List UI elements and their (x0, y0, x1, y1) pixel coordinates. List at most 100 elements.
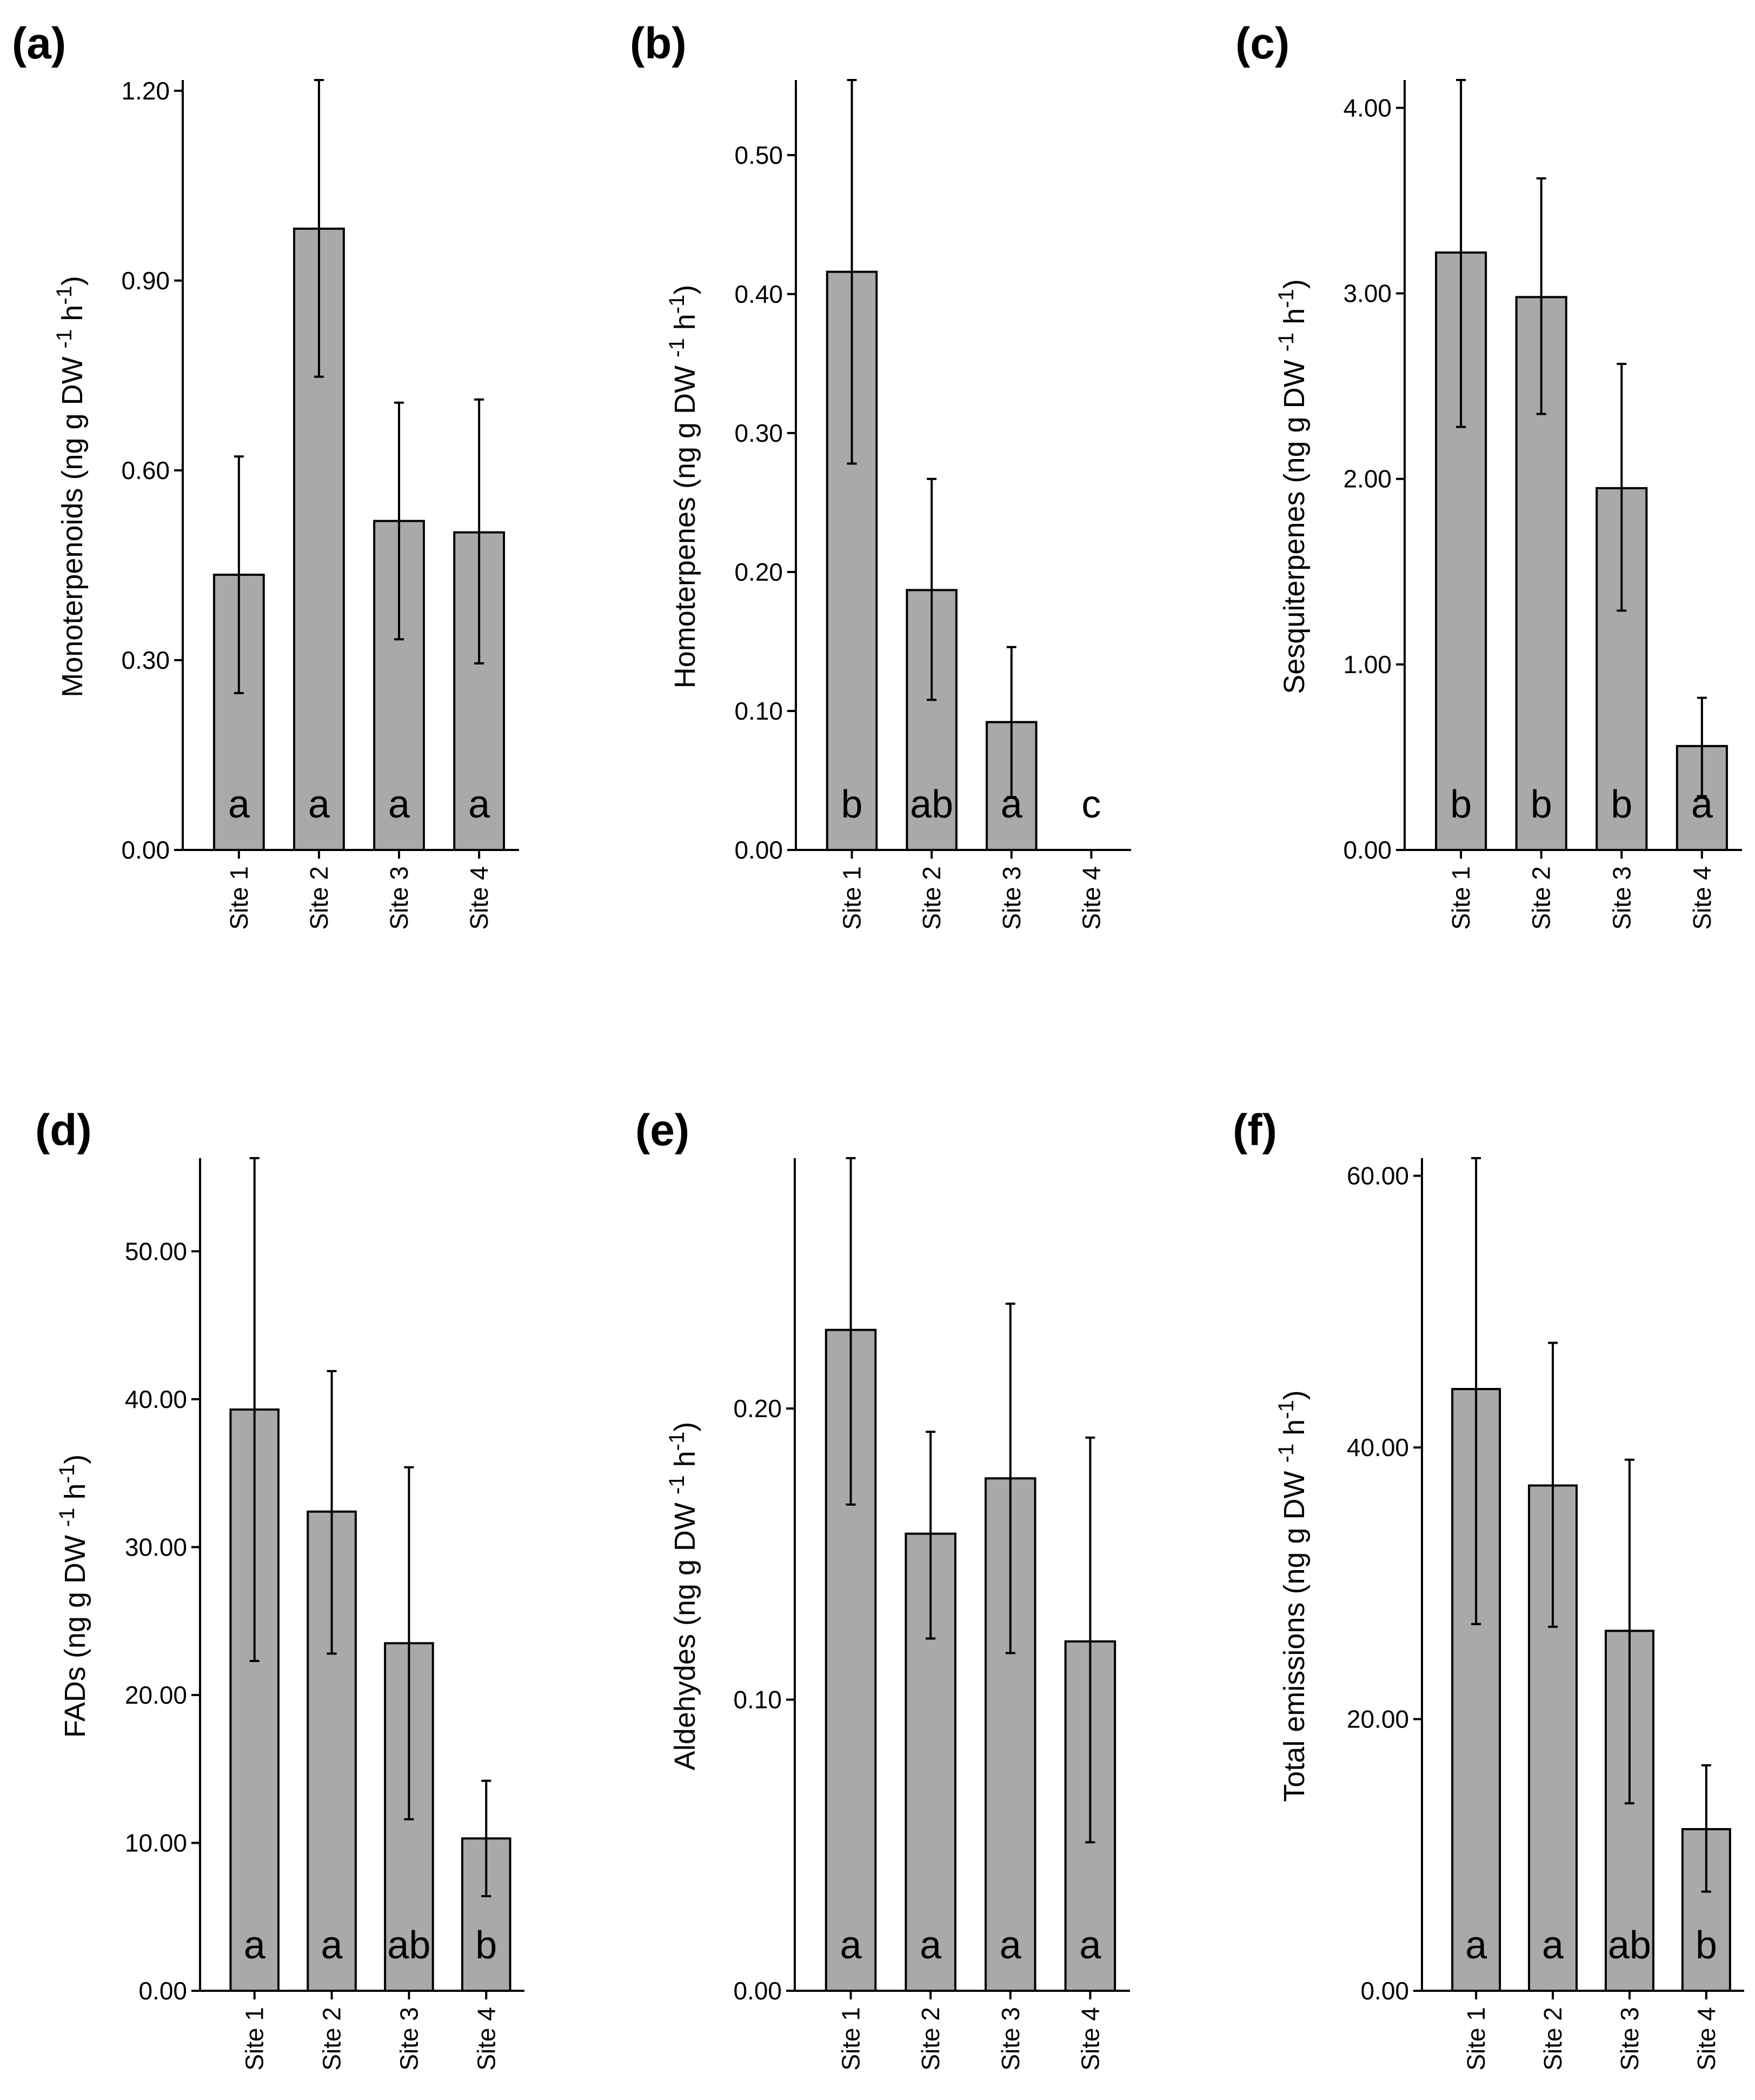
y-axis-title: Aldehydes (ng g DW -1 h-1) (665, 1422, 701, 1770)
y-axis-title-close: ) (1278, 1390, 1311, 1400)
y-axis-title: Homoterpenes (ng g DW -1 h-1) (665, 285, 701, 688)
y-axis-title-exp: -1 (55, 1464, 79, 1484)
y-axis-title-name: Monoterpenoids (ng g DW (56, 348, 89, 697)
y-axis-title-close: ) (1278, 279, 1311, 289)
y-tick-label: 40.00 (125, 1385, 187, 1413)
x-tick-label: Site 2 (918, 866, 946, 930)
y-tick-label: 30.00 (125, 1533, 187, 1561)
y-axis-title-exp: -1 (52, 285, 76, 305)
x-tick-label: Site 3 (1616, 2007, 1644, 2071)
y-axis-title-name: Sesquiterpenes (ng g DW (1278, 351, 1311, 694)
panel-label: (a) (12, 19, 66, 68)
bar (906, 589, 958, 851)
y-axis-title-unit: h (56, 305, 89, 329)
significance-letter: a (1079, 1924, 1101, 1967)
y-tick-label: 50.00 (125, 1237, 187, 1265)
y-axis-title-exp: -1 (665, 1475, 689, 1494)
x-tick-label: Site 4 (465, 866, 493, 930)
y-axis-title: Monoterpenoids (ng g DW -1 h-1) (52, 276, 89, 697)
y-tick-label: 3.00 (1343, 280, 1392, 308)
significance-letter: ab (910, 783, 953, 826)
x-tick-label: Site 2 (318, 2007, 346, 2071)
x-tick-label: Site 1 (241, 2007, 269, 2071)
significance-letter: b (1696, 1924, 1717, 1967)
x-tick-label: Site 1 (1462, 2007, 1490, 2071)
y-axis-title-exp: -1 (665, 1432, 689, 1451)
y-tick-label: 0.50 (734, 141, 783, 169)
x-tick-label: Site 4 (1076, 2007, 1104, 2071)
y-tick-label: 4.00 (1343, 94, 1392, 122)
y-tick-label: 2.00 (1343, 465, 1392, 493)
significance-letter: a (321, 1924, 343, 1967)
significance-letter: a (1000, 1924, 1022, 1967)
y-axis-title-unit: h (59, 1483, 91, 1507)
y-tick-label: 0.30 (121, 646, 170, 674)
x-tick-label: Site 3 (1607, 866, 1636, 930)
significance-letter: c (1081, 783, 1101, 826)
x-tick-label: Site 4 (1688, 866, 1716, 930)
x-tick-label: Site 4 (1692, 2007, 1720, 2071)
y-axis-title: FADs (ng g DW -1 h-1) (55, 1454, 91, 1738)
significance-letter: ab (1608, 1924, 1651, 1967)
y-axis-title-exp: -1 (1274, 333, 1298, 352)
y-axis-title-name: Aldehydes (ng g DW (669, 1494, 701, 1770)
panel-label: (d) (35, 1106, 92, 1155)
y-tick-label: 0.20 (734, 558, 783, 586)
y-axis-title-close: ) (669, 285, 701, 295)
significance-letter: a (840, 1924, 862, 1967)
y-tick-label: 20.00 (1347, 1705, 1409, 1733)
y-axis-title-unit: h (1278, 1419, 1311, 1444)
y-tick-label: 0.20 (733, 1394, 782, 1423)
y-axis-title-unit: h (669, 1451, 701, 1475)
y-axis-title-exp: -1 (52, 329, 76, 349)
y-axis-title-exp: -1 (665, 338, 689, 357)
x-tick-label: Site 1 (837, 2007, 865, 2071)
y-axis-title-exp: -1 (55, 1507, 79, 1527)
x-tick-label: Site 4 (472, 2007, 500, 2071)
x-tick-label: Site 2 (1527, 866, 1555, 930)
y-axis-title: Total emissions (ng g DW -1 h-1) (1274, 1390, 1311, 1802)
y-tick-label: 0.40 (734, 280, 783, 308)
significance-letter: b (1531, 783, 1552, 826)
x-tick-label: Site 3 (998, 866, 1026, 930)
chart-panel-3: (c) 0.00 1.00 2.00 3.00 4.00 Sesquiterpenes (n… (1235, 19, 1742, 930)
y-tick-label: 0.00 (138, 1977, 187, 2005)
significance-letter: b (1611, 783, 1632, 826)
significance-letter: b (841, 783, 863, 826)
y-tick-label: 0.30 (734, 419, 783, 447)
x-tick-label: Site 3 (996, 2007, 1025, 2071)
y-tick-label: 0.00 (733, 1977, 782, 2005)
y-tick-label: 0.60 (121, 456, 170, 484)
y-tick-label: 60.00 (1347, 1162, 1409, 1190)
significance-letter: a (1691, 783, 1713, 826)
y-axis-title-name: Homoterpenes (ng g DW (669, 357, 701, 688)
y-axis-title-exp: -1 (665, 295, 689, 314)
y-axis-title-exp: -1 (1274, 289, 1298, 308)
y-axis-title-exp: -1 (1274, 1400, 1298, 1419)
chart-panel-5: (e) 0.00 0.10 0.20 Aldehydes (ng g DW -1 h-1… (635, 1106, 1130, 2071)
y-axis-title-name: Total emissions (ng g DW (1278, 1463, 1311, 1802)
y-tick-label: 0.00 (121, 836, 170, 864)
y-axis-title-unit: h (1278, 308, 1311, 333)
y-tick-label: 0.00 (1343, 836, 1392, 864)
y-tick-label: 0.10 (734, 697, 783, 725)
panel-label: (b) (630, 19, 687, 68)
chart-panel-4: (d) 0.00 10.00 20.00 30.00 40.00 50.00 FADs (ng… (35, 1106, 524, 2071)
y-axis-title-unit: h (669, 314, 701, 338)
x-tick-label: Site 3 (395, 2007, 423, 2071)
x-tick-label: Site 2 (305, 866, 333, 930)
significance-letter: a (244, 1924, 266, 1967)
y-tick-label: 40.00 (1347, 1433, 1409, 1461)
y-tick-label: 0.00 (734, 836, 783, 864)
y-tick-label: 0.00 (1360, 1977, 1409, 2005)
y-axis-title: Sesquiterpenes (ng g DW -1 h-1) (1274, 279, 1311, 694)
significance-letter: a (308, 783, 330, 826)
significance-letter: b (475, 1924, 497, 1967)
y-axis-title-exp: -1 (1274, 1444, 1298, 1463)
y-tick-label: 1.20 (121, 77, 170, 105)
x-tick-label: Site 4 (1077, 866, 1105, 930)
panel-label: (c) (1235, 19, 1289, 68)
y-axis-title-close: ) (59, 1454, 91, 1464)
y-axis-title-close: ) (56, 276, 89, 285)
significance-letter: a (228, 783, 250, 826)
